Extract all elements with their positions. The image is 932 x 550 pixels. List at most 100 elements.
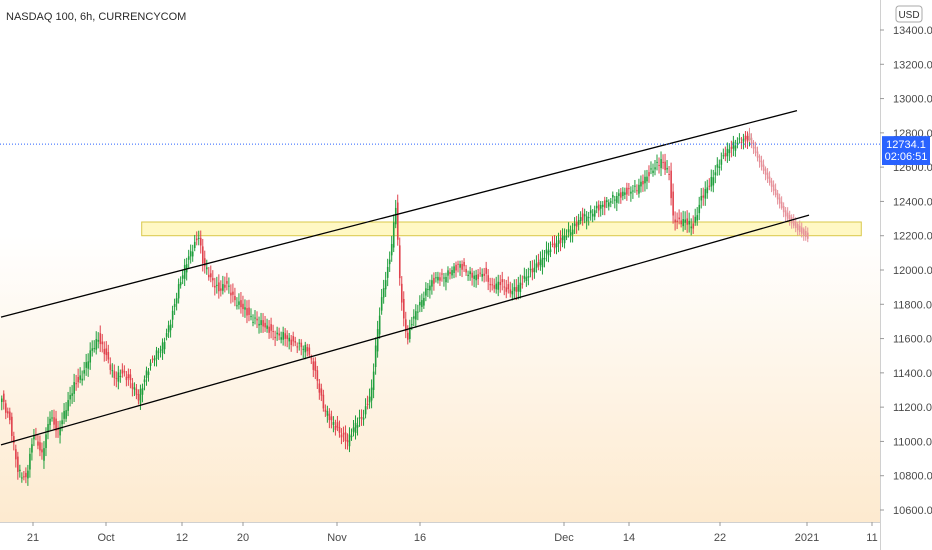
candle-body — [362, 417, 365, 420]
candle-body — [433, 277, 435, 284]
candle-body — [634, 185, 636, 187]
candle-body — [525, 277, 528, 281]
candle-body — [5, 403, 7, 413]
candle-body — [173, 303, 176, 307]
candle-body — [698, 204, 701, 214]
candle-body — [358, 417, 361, 419]
candle-body — [535, 263, 538, 268]
candle-body — [288, 337, 291, 342]
candle-body — [214, 285, 216, 288]
projection-candle-body — [807, 232, 809, 239]
candle-body — [53, 417, 55, 425]
y-tick-label: 12600.0 — [893, 162, 932, 174]
candle-body — [107, 352, 110, 360]
projection-candle-body — [768, 176, 771, 183]
y-tick-label: 10600.0 — [893, 505, 932, 517]
projection-candle-body — [750, 137, 753, 144]
candle-body — [19, 469, 21, 472]
candle-body — [409, 327, 411, 339]
candle-body — [451, 270, 453, 276]
candle-body — [612, 194, 614, 198]
candle-body — [533, 267, 536, 273]
candle-body — [171, 310, 174, 320]
candle-body — [346, 440, 349, 443]
candle-body — [628, 188, 630, 190]
candle-body — [503, 286, 506, 288]
candle-body — [181, 275, 184, 279]
candle-body — [485, 267, 488, 274]
candle-body — [360, 417, 363, 419]
candle-body — [342, 433, 345, 435]
candle-body — [670, 170, 672, 199]
candle-body — [123, 371, 126, 373]
candle-body — [65, 410, 67, 419]
candle-body — [509, 289, 512, 294]
candle-body — [320, 388, 323, 396]
candle-body — [374, 345, 377, 367]
channel-line-upper[interactable] — [0, 109, 798, 318]
x-tick-label: Nov — [327, 532, 347, 544]
candle-body — [101, 341, 104, 345]
candle-body — [105, 348, 108, 356]
candle-body — [622, 191, 624, 197]
candle-body — [666, 167, 668, 170]
candle-body — [13, 436, 15, 443]
y-tick-label: 13000.0 — [893, 94, 932, 106]
projection-candle-body — [788, 214, 791, 222]
candle-body — [83, 370, 86, 374]
candle-body — [678, 217, 680, 220]
candle-body — [366, 403, 369, 406]
candle-body — [129, 374, 132, 381]
timer-badge: 02:06:51 — [882, 148, 930, 165]
candle-body — [199, 237, 202, 246]
candle-body — [407, 332, 409, 340]
candle-body — [276, 332, 278, 335]
candle-body — [577, 220, 580, 225]
candle-body — [47, 424, 49, 433]
candle-body — [121, 369, 124, 374]
candle-body — [242, 303, 244, 310]
candle-body — [191, 251, 194, 257]
candle-body — [304, 344, 307, 353]
projection-candle-body — [796, 224, 799, 231]
candle-body — [334, 425, 337, 430]
candle-body — [561, 235, 564, 241]
candle-body — [559, 237, 562, 244]
candle-body — [55, 418, 57, 431]
currency-label[interactable]: USD — [898, 10, 919, 21]
candle-body — [483, 273, 485, 276]
resistance-zone[interactable] — [141, 221, 862, 237]
candle-body — [9, 411, 11, 421]
candle-body — [740, 142, 743, 144]
candle-body — [445, 276, 447, 283]
projection-candle-body — [770, 180, 773, 187]
candle-body — [571, 229, 574, 235]
candle-body — [417, 311, 419, 313]
projection-candle-body — [772, 184, 775, 191]
candle-body — [427, 289, 429, 291]
candle-body — [718, 166, 721, 168]
candle-body — [614, 199, 616, 201]
candle-body — [738, 138, 741, 140]
currency-button[interactable]: USD — [895, 5, 923, 23]
candle-body — [491, 284, 494, 286]
candle-body — [218, 282, 220, 292]
candle-body — [505, 287, 508, 292]
candle-body — [585, 216, 588, 222]
channel-line-lower[interactable] — [0, 214, 810, 446]
candle-body — [686, 218, 689, 225]
candle-body — [99, 333, 102, 345]
candle-body — [439, 277, 441, 281]
candle-body — [555, 243, 558, 248]
candle-body — [91, 348, 94, 351]
candle-body — [246, 308, 248, 316]
candle-body — [119, 375, 122, 377]
candle-body — [137, 394, 140, 401]
currency-button-frame[interactable] — [895, 5, 923, 23]
candle-body — [31, 444, 33, 453]
candle-body — [336, 422, 339, 428]
candle-body — [27, 470, 29, 479]
candle-body — [469, 271, 471, 275]
candle-body — [545, 249, 548, 254]
